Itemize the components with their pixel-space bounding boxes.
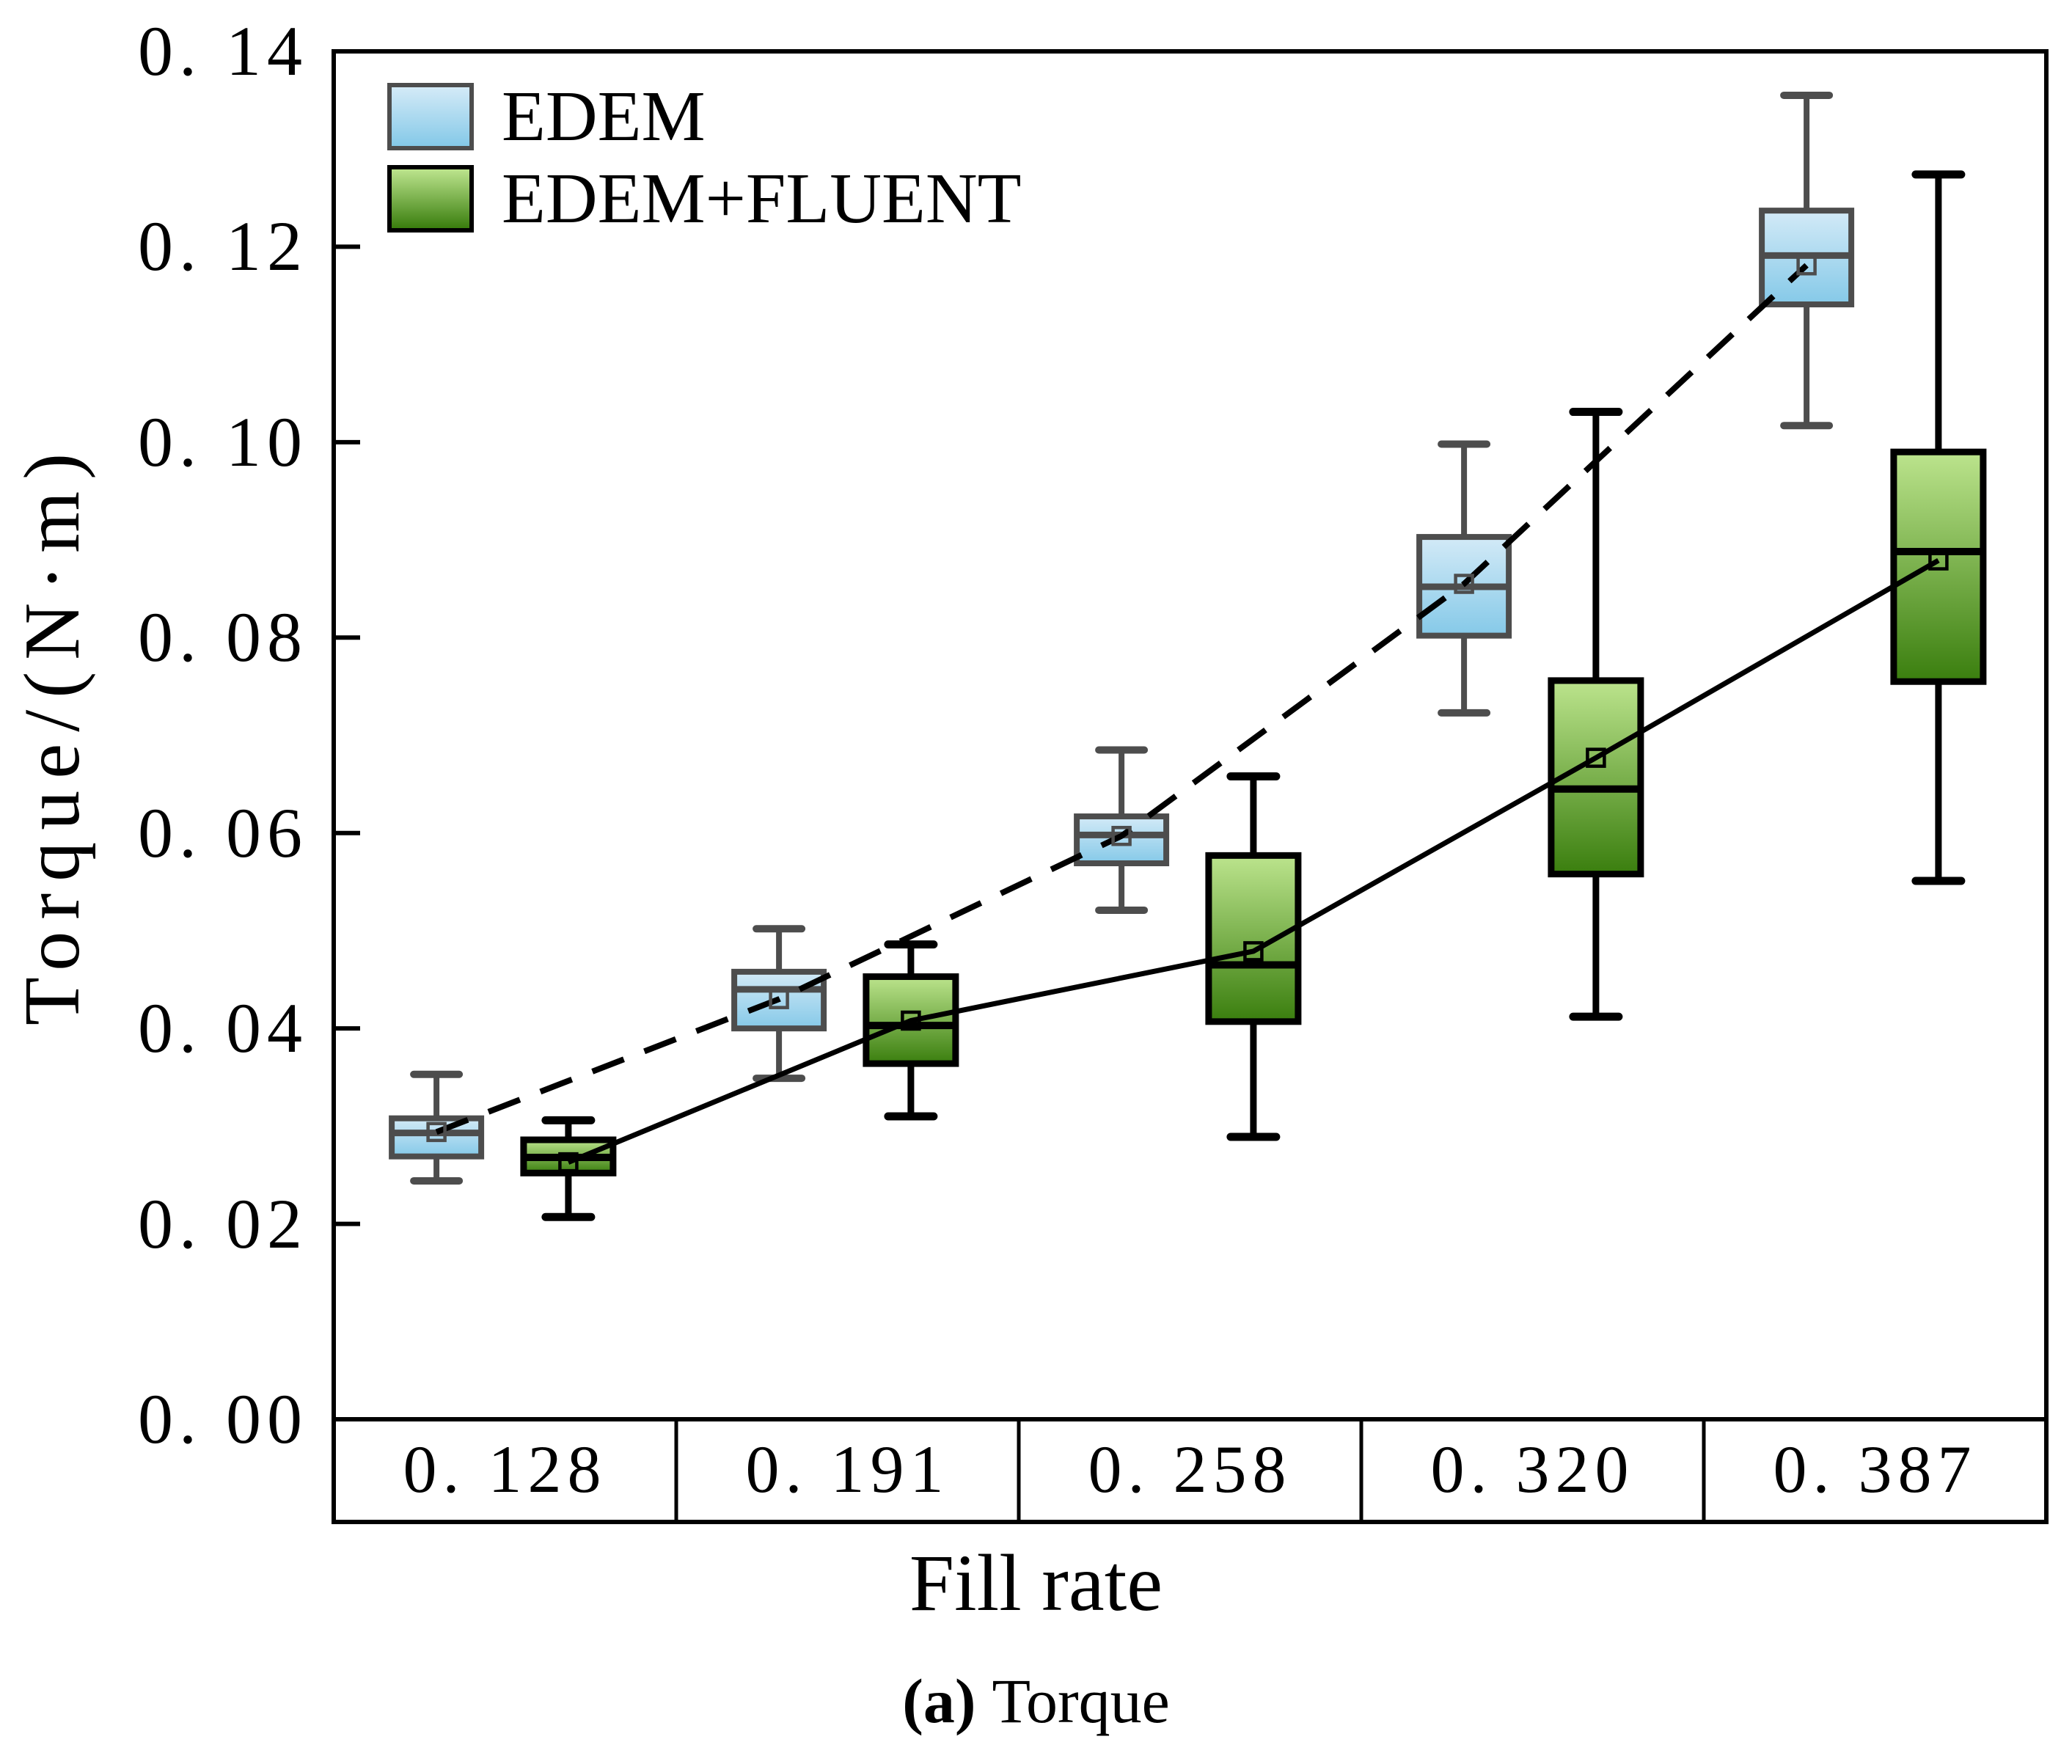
x-category-label: 0. 320: [1430, 1432, 1635, 1507]
figure-caption: (a) Torque: [0, 1666, 2072, 1736]
edem-swatch: [387, 83, 474, 150]
legend-label-edem-fluent: EDEM+FLUENT: [502, 159, 1022, 238]
y-tick-label: 0. 04: [138, 989, 308, 1068]
x-category-label: 0. 191: [745, 1432, 950, 1507]
legend: EDEM EDEM+FLUENT: [387, 81, 1022, 235]
x-category-label: 0. 258: [1088, 1432, 1292, 1507]
y-tick-label: 0. 08: [138, 598, 308, 677]
y-tick-label: 0. 02: [138, 1184, 308, 1263]
legend-item-edem-fluent: EDEM+FLUENT: [387, 163, 1022, 235]
x-axis-title: Fill rate: [909, 1538, 1163, 1628]
edem-fluent-swatch: [387, 165, 474, 233]
legend-item-edem: EDEM: [387, 81, 1022, 153]
y-tick-label: 0. 00: [138, 1380, 308, 1458]
y-tick-label: 0. 12: [138, 207, 308, 286]
y-tick-label: 0. 06: [138, 793, 308, 872]
y-axis-title: Torque/(N·m): [9, 441, 96, 1026]
caption-text: Torque: [992, 1666, 1170, 1736]
x-category-label: 0. 387: [1773, 1432, 1977, 1507]
caption-label: (a): [902, 1666, 976, 1736]
y-tick-label: 0. 10: [138, 402, 308, 481]
x-category-label: 0. 128: [403, 1432, 607, 1507]
legend-label-edem: EDEM: [502, 77, 706, 156]
y-tick-label: 0. 14: [138, 12, 308, 90]
